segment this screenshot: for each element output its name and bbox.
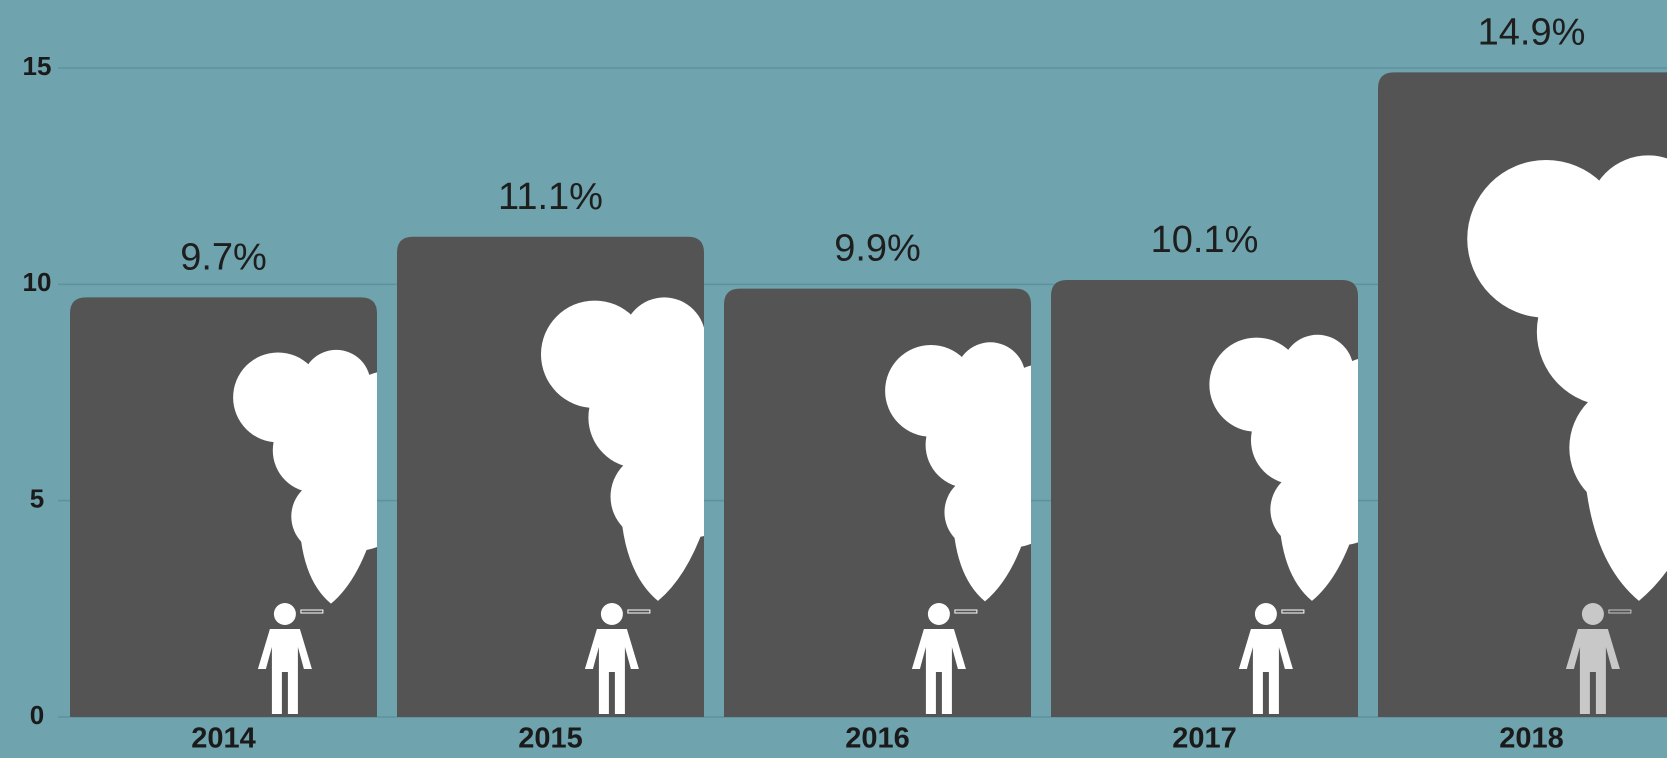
smoke-tail [299, 511, 377, 604]
person-body [911, 629, 966, 714]
x-tick-label: 2018 [1499, 723, 1564, 755]
smoke-icon [1467, 155, 1667, 714]
smoke-tail [1278, 503, 1358, 601]
person-head [1254, 603, 1277, 625]
x-tick-label: 2015 [518, 723, 583, 755]
cigarette [954, 609, 978, 614]
person-icon [1565, 603, 1632, 714]
person-icon [911, 603, 978, 714]
smoke-icon [1209, 334, 1358, 714]
smoke-tail [620, 490, 704, 601]
person-icon [584, 603, 651, 714]
value-label: 9.7% [180, 236, 267, 278]
value-label: 14.9% [1478, 11, 1586, 53]
smoke-icon [233, 349, 377, 714]
smoke-tail [1583, 438, 1667, 601]
person-head [600, 603, 623, 625]
person-icon [1238, 603, 1305, 714]
value-label: 11.1% [498, 176, 603, 218]
cigarette [1608, 609, 1632, 614]
value-label: 9.9% [834, 228, 921, 270]
person-icon [257, 603, 324, 714]
x-tick-label: 2016 [845, 723, 910, 755]
cigarette [1281, 609, 1305, 614]
y-tick-label: 15 [23, 51, 52, 81]
person-head [1581, 603, 1604, 625]
x-tick-label: 2017 [1172, 723, 1237, 755]
person-body [584, 629, 639, 714]
person-head [927, 603, 950, 625]
person-head [273, 603, 296, 625]
smoke-icon [885, 342, 1031, 714]
cigarette [300, 609, 324, 614]
y-tick-label: 10 [23, 267, 52, 297]
y-tick-label: 0 [30, 700, 44, 730]
x-tick-label: 2014 [191, 723, 256, 755]
y-tick-label: 5 [30, 484, 44, 514]
person-body [257, 629, 312, 714]
value-label: 10.1% [1151, 219, 1259, 261]
smoke-puff [1587, 155, 1667, 277]
person-body [1238, 629, 1293, 714]
cigarette [627, 609, 651, 614]
smoke-icon [540, 297, 704, 714]
smoke-tail [952, 506, 1031, 602]
person-body [1565, 629, 1620, 714]
